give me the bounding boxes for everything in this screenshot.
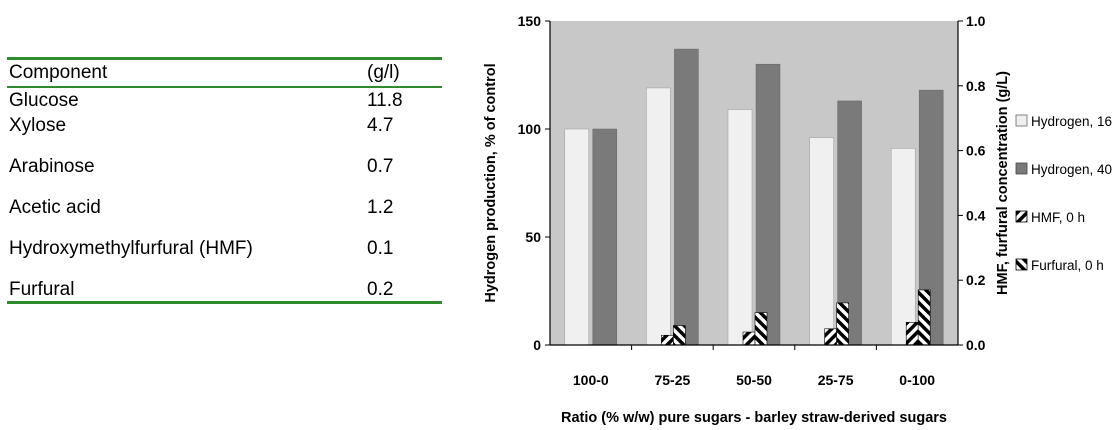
- y-tick-label-right: 0.2: [966, 272, 986, 288]
- component-value: 0.7: [367, 156, 394, 177]
- y-tick-label-right: 0.6: [966, 143, 986, 159]
- bar-hmf-0h: [824, 328, 837, 346]
- legend-swatch: [1015, 162, 1028, 175]
- component-value: 0.1: [367, 238, 394, 259]
- y-tick-label-right: 0.4: [966, 207, 986, 223]
- bar-hydrogen-16h: [890, 148, 916, 346]
- legend-label: Hydrogen, 40 h: [1031, 162, 1113, 177]
- bar-hmf-0h: [742, 331, 756, 346]
- bar-furfural-0h: [673, 325, 686, 346]
- bar-hydrogen-40h: [674, 48, 699, 346]
- x-tick-label: 0-100: [899, 372, 935, 388]
- composition-table-container: Component (g/l) Glucose 11.8 Xylose 4.7 …: [7, 57, 442, 304]
- bar-furfural-0h: [917, 289, 931, 346]
- bar-hydrogen-16h: [646, 87, 671, 346]
- legend-label: Hydrogen, 16 h: [1031, 114, 1113, 129]
- x-tick-label: 100-0: [573, 372, 609, 388]
- x-tick-label: 75-25: [654, 372, 690, 388]
- component-name: Xylose: [9, 115, 67, 136]
- y-axis-title-left: Hydrogen production, % of control: [483, 63, 499, 302]
- table-row: Furfural 0.2: [7, 278, 442, 304]
- y-tick-label-left: 50: [525, 229, 541, 245]
- table-row: Acetic acid 1.2: [7, 196, 442, 237]
- component-name: Acetic acid: [9, 197, 101, 218]
- y-tick-label-right: 0.8: [966, 78, 986, 94]
- y-tick-label-left: 0: [533, 337, 541, 353]
- table-row: Arabinose 0.7: [7, 155, 442, 196]
- bar-furfural-0h: [836, 302, 849, 346]
- bar-hmf-0h: [905, 322, 919, 346]
- x-axis-title: Ratio (% w/w) pure sugars - barley straw…: [561, 410, 947, 426]
- bar-furfural-0h: [754, 312, 768, 346]
- component-name: Furfural: [7, 278, 365, 304]
- table-row: Xylose 4.7: [7, 114, 442, 155]
- x-tick-label: 25-75: [818, 372, 854, 388]
- table-row: Glucose 11.8: [7, 87, 442, 114]
- y-tick-label-right: 0.0: [966, 337, 986, 353]
- x-tick-label: 50-50: [736, 372, 772, 388]
- bar-hmf-0h: [661, 334, 674, 346]
- component-name: Glucose: [9, 90, 79, 111]
- table-row: Hydroxymethylfurfural (HMF) 0.1: [7, 237, 442, 278]
- component-value: 1.2: [367, 197, 394, 218]
- bar-hydrogen-40h: [592, 128, 618, 346]
- component-name: Arabinose: [9, 156, 95, 177]
- bar-chart: 100-0 75-25 50-50 25-75 0-100 0 50 100 150 0.0 0.2…: [483, 13, 1113, 426]
- y-tick-label-right: 1.0: [966, 13, 986, 29]
- bar-hydrogen-16h: [564, 128, 590, 346]
- legend-swatch: [1015, 258, 1028, 271]
- header-component: Component: [9, 62, 108, 83]
- component-name: Hydroxymethylfurfural (HMF): [9, 238, 253, 259]
- header-concentration: (g/l): [367, 62, 400, 83]
- composition-table: Component (g/l) Glucose 11.8 Xylose 4.7 …: [7, 57, 442, 304]
- legend-label: Furfural, 0 h: [1031, 258, 1104, 273]
- legend-swatch: [1015, 210, 1028, 223]
- bar-hydrogen-16h: [809, 137, 834, 346]
- y-tick-label-left: 100: [518, 121, 542, 137]
- legend-label: HMF, 0 h: [1031, 210, 1085, 225]
- legend-swatch: [1015, 114, 1028, 127]
- component-value: 0.2: [365, 278, 442, 304]
- bar-hydrogen-40h: [755, 63, 781, 346]
- component-value: 11.8: [367, 90, 403, 111]
- plot-area: [550, 21, 958, 345]
- bar-hydrogen-16h: [727, 109, 753, 346]
- y-axis-title-right: HMF, furfural concentration (g/L): [995, 71, 1011, 295]
- table-header-row: Component (g/l): [7, 58, 442, 87]
- y-tick-label-left: 150: [518, 13, 542, 29]
- component-value: 4.7: [367, 115, 394, 136]
